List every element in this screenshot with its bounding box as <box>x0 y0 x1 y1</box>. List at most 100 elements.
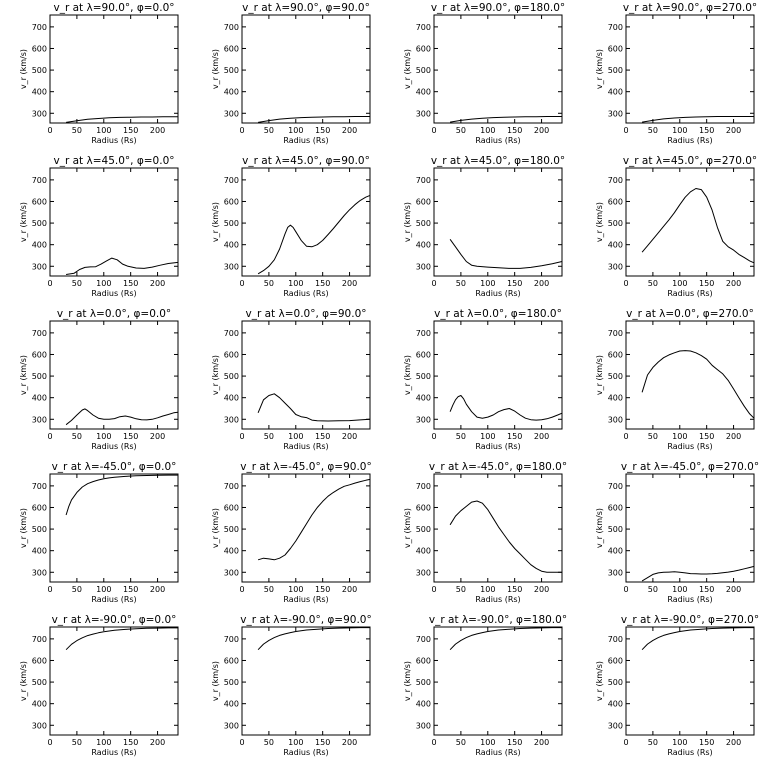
y-tick-label: 500 <box>224 219 239 228</box>
y-tick-label: 500 <box>608 678 623 687</box>
x-tick-label: 0 <box>239 432 244 441</box>
y-tick-label: 700 <box>32 482 47 491</box>
x-tick-label: 0 <box>239 279 244 288</box>
x-tick-label: 150 <box>699 585 714 594</box>
y-tick-label: 700 <box>32 23 47 32</box>
y-tick-label: 300 <box>416 721 431 730</box>
x-tick-label: 200 <box>726 126 741 135</box>
y-tick-label: 400 <box>32 547 47 556</box>
x-tick-label: 100 <box>672 432 687 441</box>
x-tick-label: 0 <box>47 279 52 288</box>
y-tick-label: 600 <box>416 44 431 53</box>
plot-frame <box>433 14 563 124</box>
panel-14: v_r at λ=-45.0°, φ=180.0° 0 50 100 150 200 300… <box>403 461 567 604</box>
series-line <box>258 116 370 123</box>
plot-frame <box>625 473 755 583</box>
x-tick-label: 150 <box>699 126 714 135</box>
y-tick-label: 700 <box>224 176 239 185</box>
y-tick-label: 400 <box>416 88 431 97</box>
y-axis-label: v_r (km/s) <box>19 355 28 395</box>
x-axis-label: Radius (Rs) <box>283 136 328 145</box>
y-tick-label: 500 <box>608 372 623 381</box>
y-tick-label: 500 <box>608 66 623 75</box>
x-axis-label: Radius (Rs) <box>91 136 136 145</box>
x-tick-label: 100 <box>288 738 303 747</box>
x-tick-label: 200 <box>342 585 357 594</box>
x-axis-label: Radius (Rs) <box>475 289 520 298</box>
y-axis-label: v_r (km/s) <box>595 49 604 89</box>
plot-frame <box>433 167 563 277</box>
y-tick-label: 600 <box>416 350 431 359</box>
x-tick-label: 0 <box>47 738 52 747</box>
y-tick-label: 300 <box>608 568 623 577</box>
y-tick-label: 300 <box>32 721 47 730</box>
x-tick-label: 150 <box>699 432 714 441</box>
y-axis-label: v_r (km/s) <box>19 202 28 242</box>
x-tick-label: 200 <box>534 432 549 441</box>
series-line <box>65 627 178 651</box>
y-tick-label: 300 <box>224 415 239 424</box>
y-tick-label: 300 <box>416 109 431 118</box>
y-tick-label: 700 <box>416 329 431 338</box>
y-tick-label: 400 <box>32 88 47 97</box>
series-line <box>450 116 562 123</box>
x-tick-label: 50 <box>456 126 466 135</box>
y-axis-label: v_r (km/s) <box>595 355 604 395</box>
x-axis-label: Radius (Rs) <box>475 136 520 145</box>
y-tick-label: 600 <box>416 503 431 512</box>
x-tick-label: 150 <box>123 585 138 594</box>
y-tick-label: 500 <box>416 219 431 228</box>
x-tick-label: 0 <box>623 432 628 441</box>
x-tick-label: 150 <box>315 279 330 288</box>
x-tick-label: 150 <box>315 126 330 135</box>
x-tick-label: 150 <box>699 279 714 288</box>
y-axis-label: v_r (km/s) <box>403 508 412 548</box>
panel-13: v_r at λ=-45.0°, φ=90.0° 0 50 100 150 200 300 4… <box>211 461 372 604</box>
x-tick-label: 200 <box>534 585 549 594</box>
panel-4: v_r at λ=45.0°, φ=0.0° 0 50 100 150 200 300 400… <box>19 155 179 298</box>
x-tick-label: 200 <box>342 126 357 135</box>
x-tick-label: 150 <box>699 738 714 747</box>
x-tick-label: 150 <box>315 432 330 441</box>
y-tick-label: 500 <box>224 66 239 75</box>
y-axis-label: v_r (km/s) <box>403 49 412 89</box>
series-line <box>449 500 562 573</box>
series-line <box>641 627 754 651</box>
y-tick-label: 400 <box>224 547 239 556</box>
plot-frame <box>49 320 179 430</box>
panel-title: v_r at λ=90.0°, φ=270.0° <box>623 2 757 14</box>
y-tick-label: 300 <box>608 262 623 271</box>
x-tick-label: 50 <box>264 738 274 747</box>
x-tick-label: 50 <box>456 738 466 747</box>
x-tick-label: 50 <box>72 585 82 594</box>
y-tick-label: 400 <box>32 241 47 250</box>
x-tick-label: 100 <box>480 585 495 594</box>
y-tick-label: 400 <box>416 547 431 556</box>
x-tick-label: 150 <box>123 126 138 135</box>
x-axis-label: Radius (Rs) <box>667 748 712 757</box>
x-tick-label: 50 <box>264 126 274 135</box>
y-tick-label: 700 <box>608 482 623 491</box>
x-tick-label: 50 <box>648 126 658 135</box>
panel-title: v_r at λ=-45.0°, φ=0.0° <box>52 461 177 473</box>
y-tick-label: 400 <box>608 394 623 403</box>
x-tick-label: 0 <box>47 126 52 135</box>
plot-frame <box>625 320 755 430</box>
y-tick-label: 400 <box>416 241 431 250</box>
x-axis-label: Radius (Rs) <box>475 748 520 757</box>
panel-title: v_r at λ=90.0°, φ=0.0° <box>54 2 175 14</box>
plot-frame <box>49 167 179 277</box>
y-tick-label: 300 <box>608 415 623 424</box>
x-tick-label: 0 <box>623 738 628 747</box>
series-line <box>257 627 370 651</box>
plot-frame <box>49 14 179 124</box>
y-tick-label: 600 <box>224 197 239 206</box>
y-axis-label: v_r (km/s) <box>211 661 220 701</box>
y-tick-label: 300 <box>32 568 47 577</box>
x-tick-label: 200 <box>726 738 741 747</box>
x-tick-label: 150 <box>507 126 522 135</box>
y-tick-label: 400 <box>224 88 239 97</box>
panel-title: v_r at λ=45.0°, φ=270.0° <box>623 155 757 167</box>
y-tick-label: 700 <box>224 482 239 491</box>
y-tick-label: 400 <box>608 547 623 556</box>
